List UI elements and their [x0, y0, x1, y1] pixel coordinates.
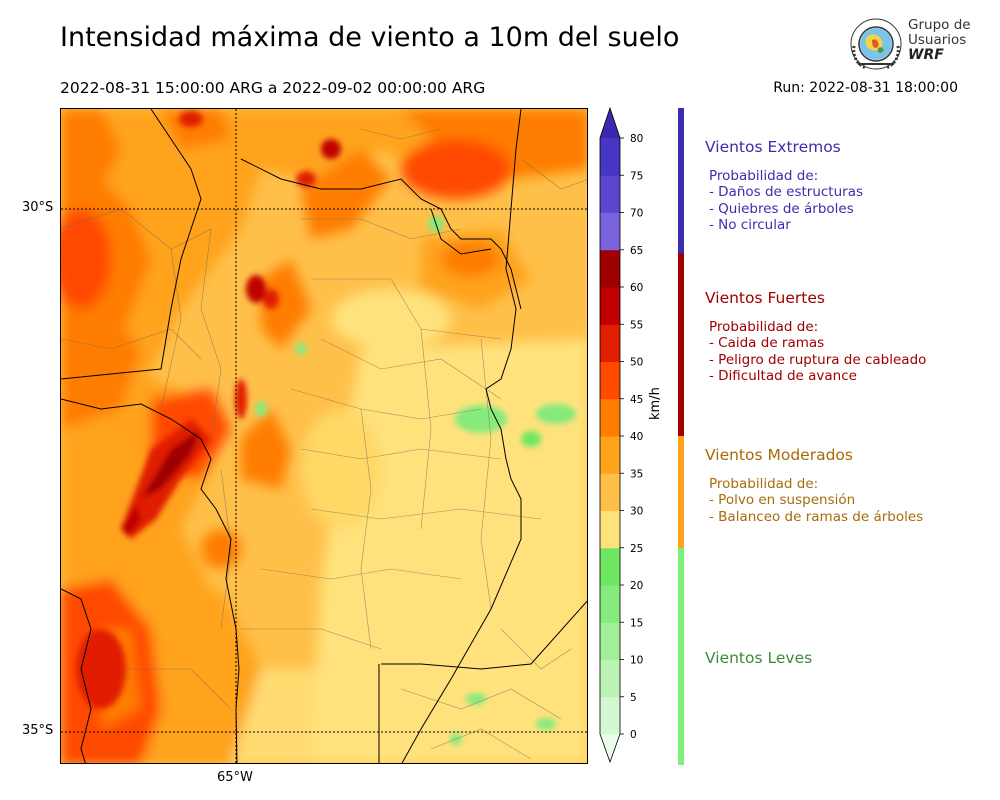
colorbar-tick-label: 75: [630, 170, 643, 182]
colorbar-extend-min: [600, 734, 620, 762]
colorbar-tick-label: 10: [630, 655, 643, 667]
logo-text-wrf: WRF: [908, 47, 944, 63]
category-extreme-line: Probabilidad de:: [709, 168, 819, 184]
colorbar-tick-label: 20: [630, 580, 643, 592]
colorbar-tick-label: 55: [630, 319, 643, 331]
globe-logo-icon: [850, 18, 902, 70]
category-extreme-line: - Daños de estructuras: [709, 184, 864, 201]
category-strong-line: Probabilidad de:: [709, 319, 819, 335]
colorbar-tick-label: 5: [630, 692, 637, 704]
category-light: Vientos Leves: [705, 649, 812, 667]
colorbar-segment: [600, 361, 620, 400]
colorbar-segment: [600, 175, 620, 213]
colorbar-tick-label: 80: [630, 133, 643, 145]
colorbar-tick-label: 60: [630, 282, 643, 294]
colorbar-segment: [600, 585, 620, 623]
category-strong-title: Vientos Fuertes: [705, 289, 825, 307]
wind-speed-colorbar: 0 5 10 15 20 25 30 35 40 45 50 55 60 65 70 75 80: [599, 106, 643, 764]
colorbar-segment: [600, 287, 620, 325]
colorbar-segment: [600, 324, 620, 362]
colorbar-tick-label: 35: [630, 468, 643, 480]
colorbar-segment: [600, 398, 620, 437]
category-strong-line: - Peligro de ruptura de cableado: [709, 351, 927, 368]
colorbar-extend-max: [600, 108, 620, 138]
colorbar-tick-label: 25: [630, 543, 643, 555]
category-bar-light: [678, 548, 684, 765]
lat-label-30s: 30°S: [22, 200, 54, 215]
map-title: Intensidad máxima de viento a 10m del su…: [60, 22, 680, 53]
colorbar-segment: [600, 212, 620, 251]
lon-label-65w: 65°W: [217, 770, 253, 785]
category-moderate-line: Probabilidad de:: [709, 476, 819, 492]
colorbar-tick-label: 65: [630, 245, 643, 257]
category-moderate-title: Vientos Moderados: [705, 446, 853, 464]
forecast-period: 2022-08-31 15:00:00 ARG a 2022-09-02 00:…: [60, 79, 486, 97]
colorbar-tick-label: 70: [630, 208, 643, 220]
wind-field-map: [61, 109, 587, 763]
category-moderate: Vientos Moderados Probabilidad de: - Pol…: [705, 446, 923, 525]
colorbar-segment: [600, 696, 620, 735]
category-light-title: Vientos Leves: [705, 649, 813, 667]
category-extreme-title: Vientos Extremos: [705, 138, 841, 156]
colorbar-segment: [600, 510, 620, 549]
colorbar-segment: [600, 659, 620, 698]
wrf-users-group-logo: Grupo de Usuarios WRF: [848, 16, 971, 74]
category-moderate-line: - Balanceo de ramas de árboles: [709, 508, 924, 525]
category-strong-line: - Caida de ramas: [709, 335, 825, 352]
category-extreme-line: - Quiebres de árboles: [709, 200, 854, 217]
colorbar-tick-label: 15: [630, 617, 643, 629]
colorbar-tick-label: 40: [630, 431, 643, 443]
colorbar-tick-label: 30: [630, 506, 643, 518]
wind-map: [60, 108, 588, 764]
logo-text-line2: Usuarios: [908, 32, 967, 48]
colorbar-segment: [600, 547, 620, 586]
category-bar-moderate: [678, 436, 684, 548]
lat-label-35s: 35°S: [22, 723, 54, 738]
colorbar-tick-label: 0: [630, 729, 637, 741]
category-moderate-line: - Polvo en suspensión: [709, 492, 856, 509]
colorbar-segment: [600, 473, 620, 511]
category-extreme: Vientos Extremos Probabilidad de: - Daño…: [705, 138, 863, 233]
category-bar-extreme: [678, 108, 684, 253]
colorbar-segment: [600, 138, 620, 176]
model-run: Run: 2022-08-31 18:00:00: [773, 80, 958, 96]
colorbar-tick-label: 45: [630, 394, 643, 406]
category-strong: Vientos Fuertes Probabilidad de: - Caida…: [705, 289, 926, 384]
colorbar-segment: [600, 436, 620, 474]
colorbar-segment: [600, 622, 620, 660]
category-extreme-line: - No circular: [709, 216, 791, 233]
logo-text-line1: Grupo de: [908, 17, 971, 33]
colorbar-segment: [600, 249, 620, 288]
colorbar-unit-label: km/h: [648, 387, 663, 420]
category-strong-line: - Dificultad de avance: [709, 367, 857, 384]
category-bar-strong: [678, 253, 684, 436]
colorbar-tick-label: 50: [630, 357, 643, 369]
